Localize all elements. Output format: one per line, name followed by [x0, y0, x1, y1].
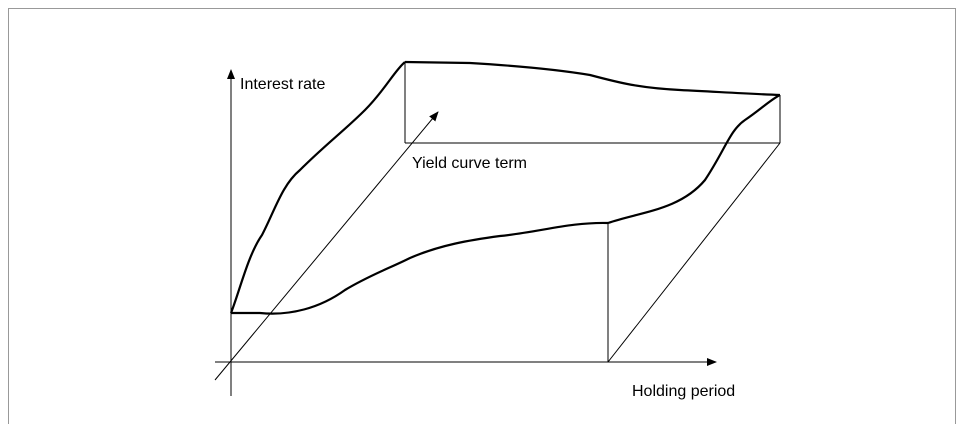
depth-axis	[214, 111, 439, 381]
x-axis-label: Holding period	[632, 383, 735, 400]
surface-curve	[607, 94, 781, 225]
surface-curve	[229, 61, 406, 314]
edge	[607, 142, 781, 363]
frame	[8, 8, 956, 424]
depth-axis-label: Yield curve term	[412, 155, 527, 172]
surface-curve	[231, 221, 609, 315]
surface-curve	[404, 60, 781, 97]
y-axis-label: Interest rate	[240, 76, 325, 93]
